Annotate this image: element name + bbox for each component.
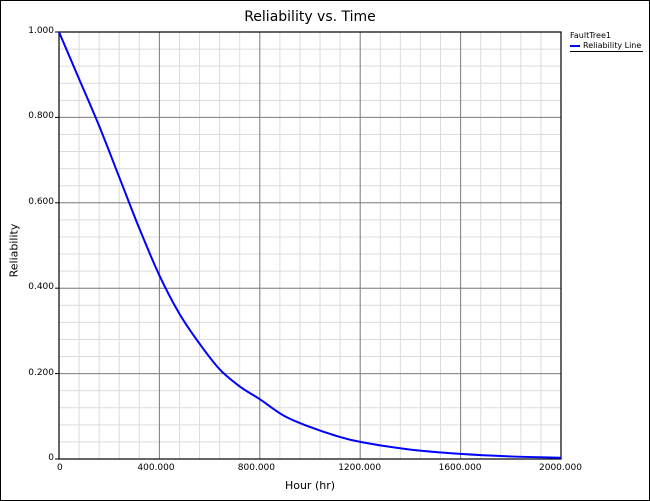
y-axis-label: Reliability	[7, 223, 21, 278]
legend-entry-label: Reliability Line	[583, 41, 642, 50]
x-tick-label: 0	[57, 463, 63, 473]
legend-group-title: FaultTree1	[570, 31, 611, 40]
x-tick-label: 1600.000	[438, 463, 482, 473]
legend: FaultTree1 Reliability Line	[570, 31, 644, 52]
x-tick-label: 400.000	[137, 463, 175, 473]
x-tick-label: 1200.000	[338, 463, 382, 473]
y-tick-label: 0.400	[28, 282, 54, 293]
y-tick-label: 0.600	[28, 196, 54, 207]
x-axis-label: Hour (hr)	[284, 479, 336, 492]
y-tick-label: 0.800	[28, 111, 54, 122]
y-tick-label: 1.000	[28, 26, 54, 36]
y-tick-label: 0	[48, 453, 54, 463]
x-tick-label: 800.000	[237, 463, 276, 473]
legend-entry-reliability-line: Reliability Line	[570, 41, 644, 52]
y-tick-label: 0.200	[28, 367, 54, 378]
chart-title: Reliability vs. Time	[244, 9, 376, 25]
legend-swatch-icon	[570, 44, 580, 47]
reliability-line	[58, 31, 562, 459]
x-tick-label: 2000.000	[539, 463, 582, 473]
